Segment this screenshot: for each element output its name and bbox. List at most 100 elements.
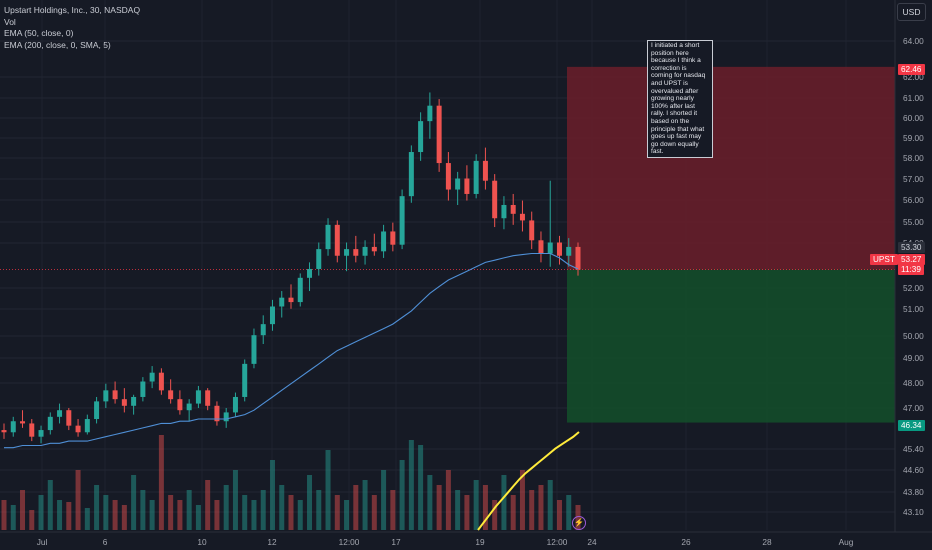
- volume-bar: [84, 508, 90, 530]
- candle-body: [427, 105, 433, 122]
- time-axis: Jul 6 10 12 12:00 17 19 12:00 24 26 28 Aug: [37, 537, 854, 547]
- volume-bar: [334, 495, 340, 530]
- volume-bar: [427, 475, 433, 530]
- candle-body: [66, 410, 72, 426]
- ema200-line: [477, 431, 580, 531]
- volume-bars: [1, 435, 581, 530]
- candle-body: [510, 204, 516, 214]
- candle-body: [464, 178, 470, 194]
- candle-body: [492, 180, 498, 219]
- candle-body: [529, 220, 535, 241]
- time-tick-label: 12:00: [339, 537, 360, 547]
- candle-body: [297, 277, 303, 303]
- candle-body: [260, 324, 266, 336]
- lightning-icon[interactable]: ⚡: [572, 516, 586, 530]
- time-tick-label: 17: [391, 537, 401, 547]
- candle-body: [177, 399, 183, 411]
- price-tick-label: 59.00: [903, 133, 924, 143]
- volume-bar: [297, 500, 303, 530]
- candle-body: [418, 121, 424, 153]
- price-tick-label: 58.00: [903, 153, 924, 163]
- price-tick-label: 64.00: [903, 36, 924, 46]
- stop-price-badge: 62.46: [898, 64, 925, 75]
- candle-body: [94, 401, 100, 420]
- candle-body: [242, 363, 248, 397]
- candle-body: [556, 242, 562, 256]
- candle-body: [344, 249, 350, 256]
- volume-bar: [464, 495, 470, 530]
- candle-body: [325, 224, 331, 250]
- candle-body: [482, 160, 488, 181]
- candle-body: [519, 213, 525, 221]
- time-tick-label: Jul: [37, 537, 48, 547]
- volume-bar: [112, 500, 118, 530]
- candle-body: [353, 249, 359, 256]
- volume-bar: [242, 495, 248, 530]
- volume-bar: [538, 485, 544, 530]
- volume-bar: [390, 490, 396, 530]
- candle-body: [84, 419, 90, 433]
- candles: [1, 92, 581, 444]
- candle-body: [547, 242, 553, 254]
- price-axis: 64.00 62.00 61.00 60.00 59.00 58.00 57.00 56.00…: [903, 36, 924, 517]
- symbol-badge: UPST: [870, 254, 898, 265]
- time-tick-label: 19: [475, 537, 485, 547]
- target-price-badge: 46.34: [898, 420, 925, 431]
- candle-body: [381, 231, 387, 252]
- volume-bar: [131, 475, 137, 530]
- candle-body: [57, 410, 63, 417]
- candle-body: [371, 246, 377, 252]
- volume-bar: [556, 500, 562, 530]
- volume-bar: [482, 485, 488, 530]
- volume-bar: [381, 470, 387, 530]
- volume-bar: [436, 485, 442, 530]
- candle-body: [575, 246, 581, 270]
- time-tick-label: 12:00: [547, 537, 568, 547]
- currency-button[interactable]: USD: [897, 3, 926, 21]
- volume-bar: [205, 480, 211, 530]
- volume-bar: [344, 500, 350, 530]
- volume-bar: [418, 445, 424, 530]
- price-tick-label: 44.60: [903, 465, 924, 475]
- volume-bar: [149, 500, 155, 530]
- note-annotation[interactable]: I initiated a short position here becaus…: [647, 40, 713, 158]
- volume-bar: [94, 485, 100, 530]
- chart-legend: Upstart Holdings, Inc., 30, NASDAQ Vol E…: [4, 5, 140, 51]
- candle-body: [501, 204, 507, 219]
- volume-bar: [279, 485, 285, 530]
- candle-body: [362, 246, 368, 256]
- candle-body: [121, 399, 127, 406]
- ema50-line: [4, 252, 579, 449]
- candle-body: [149, 372, 155, 382]
- volume-bar: [1, 500, 7, 530]
- volume-bar: [547, 480, 553, 530]
- volume-bar: [232, 470, 238, 530]
- price-tick-label: 49.00: [903, 353, 924, 363]
- last-price-badge: 53.27: [898, 254, 925, 265]
- volume-bar: [529, 490, 535, 530]
- candle-body: [10, 421, 16, 433]
- time-tick-label: Aug: [839, 537, 854, 547]
- volume-bar: [38, 495, 44, 530]
- candle-body: [316, 249, 322, 269]
- candle-body: [232, 396, 238, 413]
- volume-bar: [251, 500, 257, 530]
- volume-bar: [362, 480, 368, 530]
- candle-body: [279, 297, 285, 307]
- volume-bar: [121, 505, 127, 530]
- stop-loss-zone: [567, 66, 895, 270]
- price-tick-label: 57.00: [903, 174, 924, 184]
- price-tick-label: 43.10: [903, 507, 924, 517]
- volume-bar: [445, 470, 451, 530]
- volume-bar: [47, 480, 53, 530]
- volume-bar: [260, 490, 266, 530]
- time-tick-label: 24: [587, 537, 597, 547]
- price-tick-label: 50.00: [903, 331, 924, 341]
- candle-body: [334, 224, 340, 256]
- time-tick-label: 10: [197, 537, 207, 547]
- price-tick-label: 56.00: [903, 195, 924, 205]
- volume-bar: [501, 475, 507, 530]
- candle-body: [390, 231, 396, 245]
- countdown-badge: 11:39: [898, 264, 924, 275]
